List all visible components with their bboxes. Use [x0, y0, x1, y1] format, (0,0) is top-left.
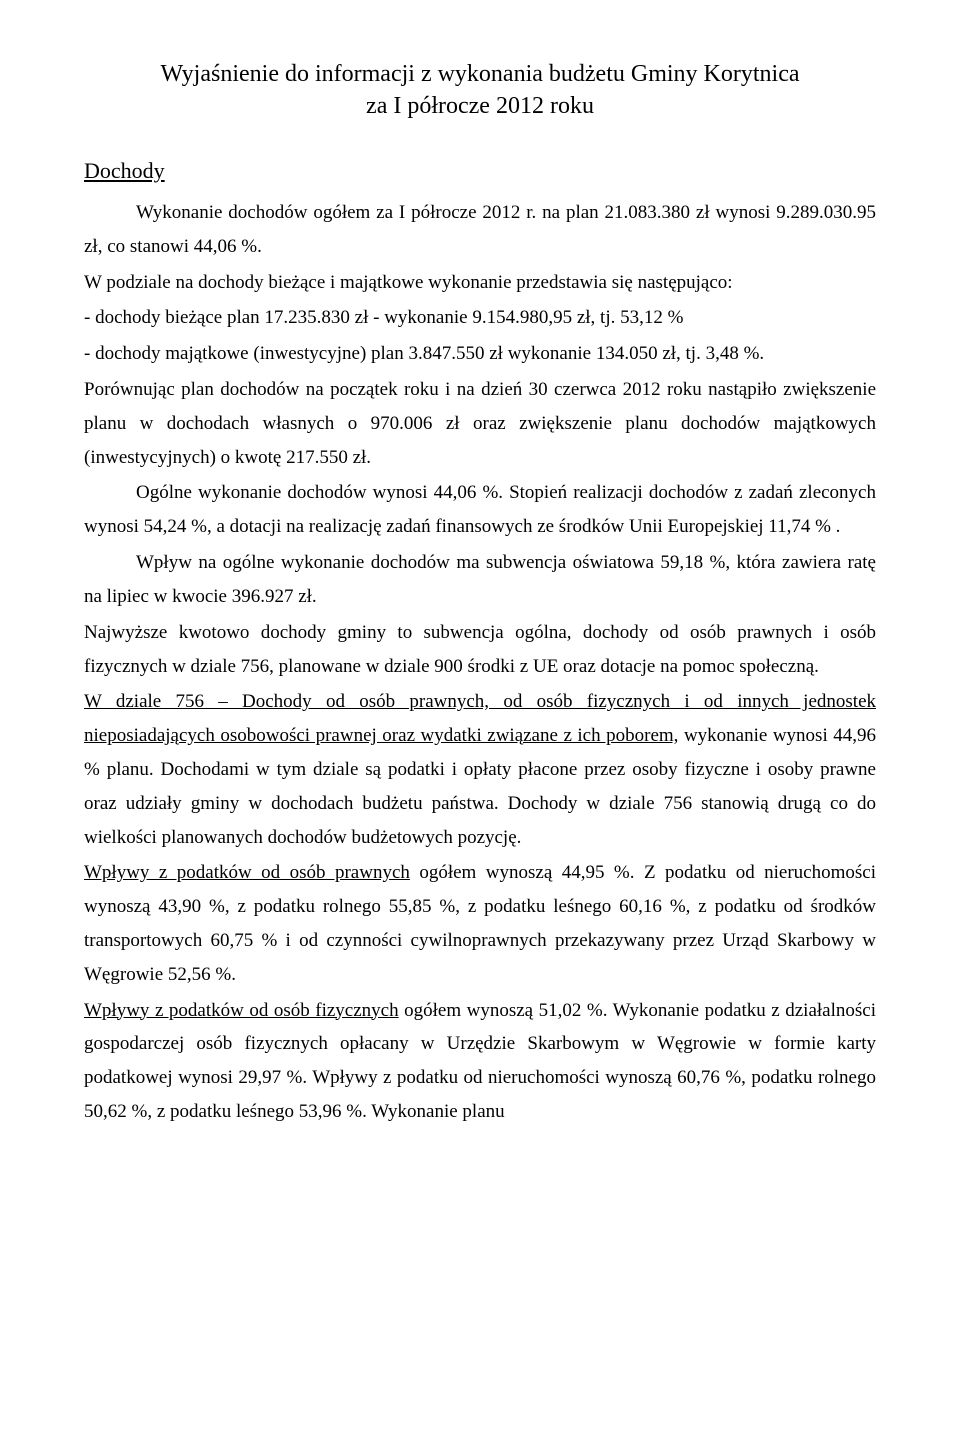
paragraph-2b: - dochody majątkowe (inwestycyjne) plan …: [84, 337, 876, 371]
document-page: Wyjaśnienie do informacji z wykonania bu…: [0, 0, 960, 1432]
section-heading-dochody: Dochody: [84, 151, 876, 190]
document-title: Wyjaśnienie do informacji z wykonania bu…: [84, 58, 876, 123]
paragraph-7: W dziale 756 – Dochody od osób prawnych,…: [84, 685, 876, 854]
paragraph-3: Porównując plan dochodów na początek rok…: [84, 373, 876, 474]
paragraph-9: Wpływy z podatków od osób fizycznych ogó…: [84, 994, 876, 1129]
paragraph-5: Wpływ na ogólne wykonanie dochodów ma su…: [84, 546, 876, 614]
title-line-1: Wyjaśnienie do informacji z wykonania bu…: [160, 61, 799, 87]
paragraph-6: Najwyższe kwotowo dochody gminy to subwe…: [84, 616, 876, 684]
paragraph-9-underline: Wpływy z podatków od osób fizycznych: [84, 1000, 399, 1021]
paragraph-8: Wpływy z podatków od osób prawnych ogółe…: [84, 856, 876, 991]
title-line-2: za I półrocze 2012 roku: [366, 93, 594, 119]
paragraph-2: W podziale na dochody bieżące i majątkow…: [84, 266, 876, 300]
paragraph-8-underline: Wpływy z podatków od osób prawnych: [84, 862, 410, 883]
paragraph-4: Ogólne wykonanie dochodów wynosi 44,06 %…: [84, 476, 876, 544]
paragraph-2a: - dochody bieżące plan 17.235.830 zł - w…: [84, 301, 876, 335]
paragraph-1: Wykonanie dochodów ogółem za I półrocze …: [84, 196, 876, 264]
